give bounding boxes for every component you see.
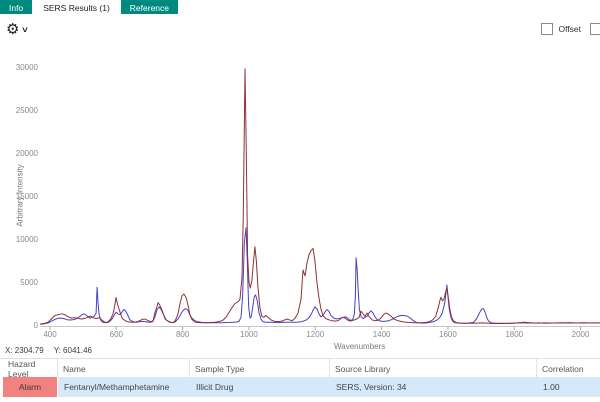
cursor-y-value: Y: 6041.46	[53, 346, 92, 355]
sample-spectrum-line	[40, 68, 600, 325]
x-tick-label: 1000	[240, 330, 258, 339]
hazard-cell: Alarm	[0, 377, 58, 397]
result-sample-type-cell: Illicit Drug	[196, 382, 234, 392]
y-tick-label: 25000	[15, 105, 38, 115]
tab-sers-results[interactable]: SERS Results (1)	[34, 0, 119, 14]
header-source-library[interactable]: Source Library	[330, 359, 537, 379]
x-tick-label: 1400	[372, 330, 391, 339]
result-source-library-cell: SERS, Version: 34	[336, 382, 407, 392]
x-tick-label: 400	[43, 330, 57, 339]
chevron-down-icon: ∨	[21, 25, 30, 34]
tab-info[interactable]: Info	[0, 0, 33, 14]
y-tick-label: 5000	[20, 277, 38, 287]
y-tick-label: 20000	[15, 148, 38, 158]
results-table: Hazard Level Name Sample Type Source Lib…	[0, 358, 600, 397]
y-axis-label-wrap: Arbitrary Intensity	[14, 60, 26, 330]
offset-checkbox[interactable]	[541, 23, 554, 35]
result-name-cell: Fentanyl/Methamphetamine	[64, 382, 170, 392]
result-row[interactable]: Alarm Fentanyl/Methamphetamine Illicit D…	[0, 377, 600, 397]
tab-reference[interactable]: Reference	[120, 0, 179, 14]
settings-menu-button[interactable]: ⚙ ∨	[6, 21, 30, 38]
edge-checkbox[interactable]	[590, 23, 600, 35]
y-tick-label: 15000	[15, 191, 38, 201]
reference-spectrum-line	[40, 227, 600, 325]
x-tick-label: 800	[175, 330, 190, 339]
offset-label: Offset	[558, 24, 581, 34]
offset-controls: Offset	[541, 23, 600, 35]
cursor-coordinates: X: 2304.79 Y: 6041.46	[5, 346, 102, 355]
cursor-x-value: X: 2304.79	[5, 346, 44, 355]
hazard-level-badge: Alarm	[3, 377, 57, 397]
x-tick-label: 1200	[306, 330, 325, 339]
result-correlation-cell: 1.00	[543, 382, 560, 392]
header-hazard-level[interactable]: Hazard Level	[0, 359, 58, 379]
table-header-row: Hazard Level Name Sample Type Source Lib…	[0, 359, 600, 379]
tab-bar: Info SERS Results (1) Reference	[0, 0, 179, 14]
x-axis-label: Wavenumbers	[334, 342, 386, 351]
gear-icon: ⚙	[6, 21, 20, 38]
header-correlation[interactable]: Correlation	[542, 364, 584, 374]
y-tick-label: 0	[33, 320, 38, 330]
y-axis-label: Arbitrary Intensity	[15, 163, 25, 227]
header-name[interactable]: Name	[58, 359, 190, 379]
header-sample-type[interactable]: Sample Type	[190, 359, 330, 379]
x-tick-label: 1600	[439, 330, 457, 339]
x-tick-label: 600	[109, 330, 123, 339]
x-tick-label: 2000	[571, 330, 590, 339]
x-tick-label: 1800	[505, 330, 524, 339]
y-tick-label: 30000	[15, 62, 38, 72]
y-tick-label: 10000	[15, 234, 38, 244]
